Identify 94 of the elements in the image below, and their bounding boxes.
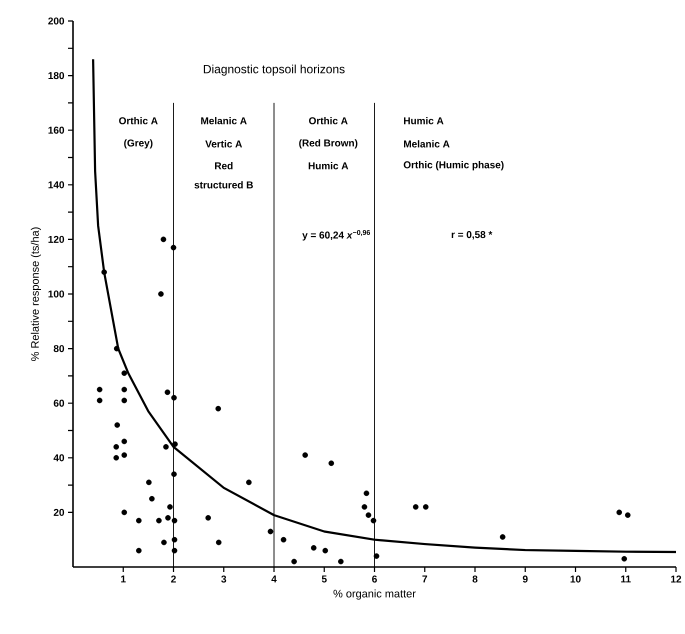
point bbox=[624, 512, 631, 518]
point bbox=[366, 512, 372, 518]
point bbox=[113, 444, 120, 450]
point bbox=[215, 406, 222, 412]
annotation: r = 0,58 * bbox=[452, 231, 492, 240]
annotation: Melanic A bbox=[201, 116, 247, 124]
y-tick-label: 120 bbox=[48, 236, 64, 243]
annotation: Melanic A bbox=[404, 140, 450, 148]
x-tick-label: 1 bbox=[121, 576, 126, 582]
point bbox=[96, 398, 102, 404]
point bbox=[246, 480, 252, 486]
y-tick-label: 40 bbox=[54, 454, 64, 462]
x-tick-label: 8 bbox=[472, 576, 478, 583]
point bbox=[114, 422, 120, 428]
annotation: Orthic (Humic phase) bbox=[404, 161, 504, 170]
annotation: Orthic A bbox=[309, 116, 348, 124]
point bbox=[616, 510, 622, 516]
point bbox=[113, 455, 120, 461]
point bbox=[163, 444, 169, 450]
y-tick-label: 80 bbox=[54, 345, 64, 352]
x-tick-label: 3 bbox=[221, 576, 226, 583]
point bbox=[172, 548, 178, 554]
point bbox=[216, 540, 222, 546]
point bbox=[136, 548, 142, 554]
x-tick-label: 7 bbox=[422, 576, 428, 582]
point bbox=[364, 490, 370, 496]
x-tick-label: 10 bbox=[570, 576, 581, 583]
point bbox=[164, 389, 170, 396]
point bbox=[322, 548, 328, 554]
point bbox=[165, 515, 171, 521]
point bbox=[136, 518, 142, 524]
x-tick-label: 6 bbox=[372, 576, 377, 583]
point bbox=[114, 346, 120, 352]
point bbox=[205, 515, 211, 521]
point bbox=[158, 291, 164, 297]
point bbox=[101, 269, 107, 275]
point bbox=[170, 244, 176, 250]
point bbox=[167, 504, 173, 510]
point bbox=[161, 540, 167, 546]
point bbox=[171, 471, 177, 477]
x-tick-label: 2 bbox=[171, 576, 176, 582]
annotation: Vertic A bbox=[205, 140, 242, 148]
point bbox=[362, 504, 368, 510]
point bbox=[160, 236, 166, 242]
point bbox=[412, 504, 419, 510]
point bbox=[172, 536, 178, 542]
y-tick-label: 140 bbox=[48, 181, 64, 188]
annotation: (Red Brown) bbox=[299, 139, 358, 148]
point bbox=[149, 496, 155, 502]
point bbox=[291, 558, 297, 564]
annotation: Humic A bbox=[308, 162, 348, 170]
y-tick-label: 180 bbox=[48, 72, 64, 80]
point bbox=[172, 518, 178, 524]
annotation: Diagnostic topsoil horizons bbox=[204, 64, 345, 76]
x-tick-label: 12 bbox=[671, 576, 682, 582]
point bbox=[146, 480, 152, 486]
point bbox=[500, 534, 506, 540]
annotation: Humic A bbox=[404, 116, 444, 124]
point bbox=[302, 452, 308, 458]
point bbox=[374, 553, 380, 559]
x-tick-label: 9 bbox=[522, 576, 528, 583]
point bbox=[310, 545, 316, 551]
point bbox=[121, 370, 128, 376]
y-axis-title: % Relative response (ts/ha) bbox=[30, 227, 42, 361]
x-axis-title: % organic matter bbox=[333, 589, 416, 600]
annotation: y = 60,24 x$^{−0,96}$ bbox=[302, 230, 370, 241]
point bbox=[370, 518, 376, 524]
point bbox=[280, 536, 286, 542]
point bbox=[121, 438, 128, 444]
y-tick-label: 160 bbox=[48, 126, 64, 134]
y-tick-label: 20 bbox=[54, 508, 64, 516]
point bbox=[171, 394, 177, 401]
point bbox=[621, 556, 628, 562]
annotation: (Grey) bbox=[124, 139, 153, 148]
annotation: Red bbox=[215, 162, 233, 170]
point bbox=[121, 510, 128, 516]
point bbox=[268, 528, 274, 534]
point bbox=[172, 441, 178, 447]
point bbox=[121, 386, 128, 392]
x-tick-label: 4 bbox=[271, 576, 277, 582]
point bbox=[338, 558, 344, 564]
x-tick-label: 11 bbox=[621, 576, 631, 582]
y-tick-label: 200 bbox=[48, 17, 64, 25]
point bbox=[121, 398, 128, 404]
annotation: Orthic A bbox=[119, 116, 158, 124]
x-tick-label: 5 bbox=[322, 576, 327, 582]
annotation: structured B bbox=[194, 181, 253, 188]
y-tick-label: 60 bbox=[54, 400, 64, 407]
point bbox=[121, 452, 128, 458]
point bbox=[156, 518, 162, 524]
y-tick-label: 100 bbox=[48, 290, 64, 298]
point bbox=[96, 386, 102, 392]
point bbox=[328, 460, 334, 466]
point bbox=[422, 504, 429, 510]
